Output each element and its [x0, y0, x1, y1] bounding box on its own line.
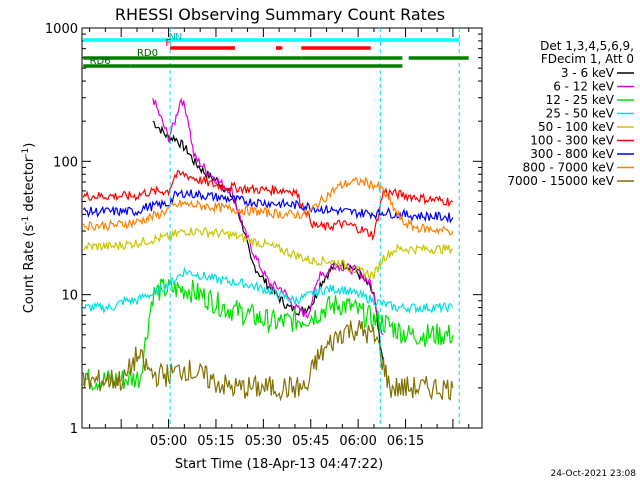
legend-label: 800 - 7000 keV: [523, 161, 615, 175]
legend-label: 100 - 300 keV: [530, 134, 614, 148]
x-tick-label: 05:00: [150, 434, 187, 449]
chart-title: RHESSI Observing Summary Count Rates: [115, 5, 445, 24]
x-tick-label: 05:30: [245, 434, 282, 449]
status-bar-label: N: [169, 32, 176, 43]
series-line-3: [82, 266, 454, 315]
status-bar-label: RD0: [137, 48, 158, 59]
status-bar-label: F: [165, 38, 171, 49]
legend-label: 50 - 100 keV: [538, 120, 615, 134]
status-bar-label: RD6: [90, 56, 111, 67]
legend-label: 25 - 50 keV: [546, 107, 615, 121]
x-tick-label: 05:15: [197, 434, 234, 449]
plot-frame: [81, 27, 483, 429]
series-line-6: [82, 188, 454, 224]
series-line-8: [82, 320, 454, 402]
series-line-0: [152, 120, 384, 365]
series-line-5: [82, 169, 454, 241]
x-tick-label: 05:45: [292, 434, 329, 449]
y-tick-label: 100: [53, 155, 78, 170]
legend-label: 300 - 800 keV: [530, 147, 614, 161]
plot-area: 1000 100 10 1 05:00 05:15 05:30 05:45 06:00 06:15…: [45, 22, 483, 449]
x-tick-label: 06:15: [387, 434, 424, 449]
timestamp: 24-Oct-2021 23:08: [551, 469, 637, 479]
legend-label: 12 - 25 keV: [546, 93, 615, 107]
x-tick-label: 06:00: [339, 434, 376, 449]
y-tick-label: 1000: [45, 22, 78, 37]
y-label-mid: detector: [22, 156, 37, 216]
series-line-1: [152, 97, 384, 336]
series-line-2: [82, 278, 454, 392]
legend-header-line-2: FDecim 1, Att 0: [541, 52, 634, 66]
y-axis-label: Count Rate (s-1 detector-1): [21, 143, 37, 314]
series-line-4: [82, 226, 454, 280]
series-line-7: [82, 176, 454, 236]
legend-header-line-1: Det 1,3,4,5,6,9,: [540, 39, 634, 53]
legend-label: 6 - 12 keV: [553, 80, 615, 94]
status-bar-label: N: [175, 32, 182, 43]
legend-label: 3 - 6 keV: [561, 66, 615, 80]
legend-label: 7000 - 15000 keV: [507, 174, 614, 188]
y-label-end: ): [22, 143, 37, 148]
y-tick-label: 10: [61, 289, 78, 304]
y-label-sup2: -1: [21, 148, 31, 157]
y-label-main: Count Rate (s: [22, 225, 37, 314]
x-axis-label: Start Time (18-Apr-13 04:47:22): [175, 457, 383, 472]
y-tick-label: 1: [70, 422, 78, 437]
y-label-sup1: -1: [21, 216, 31, 225]
